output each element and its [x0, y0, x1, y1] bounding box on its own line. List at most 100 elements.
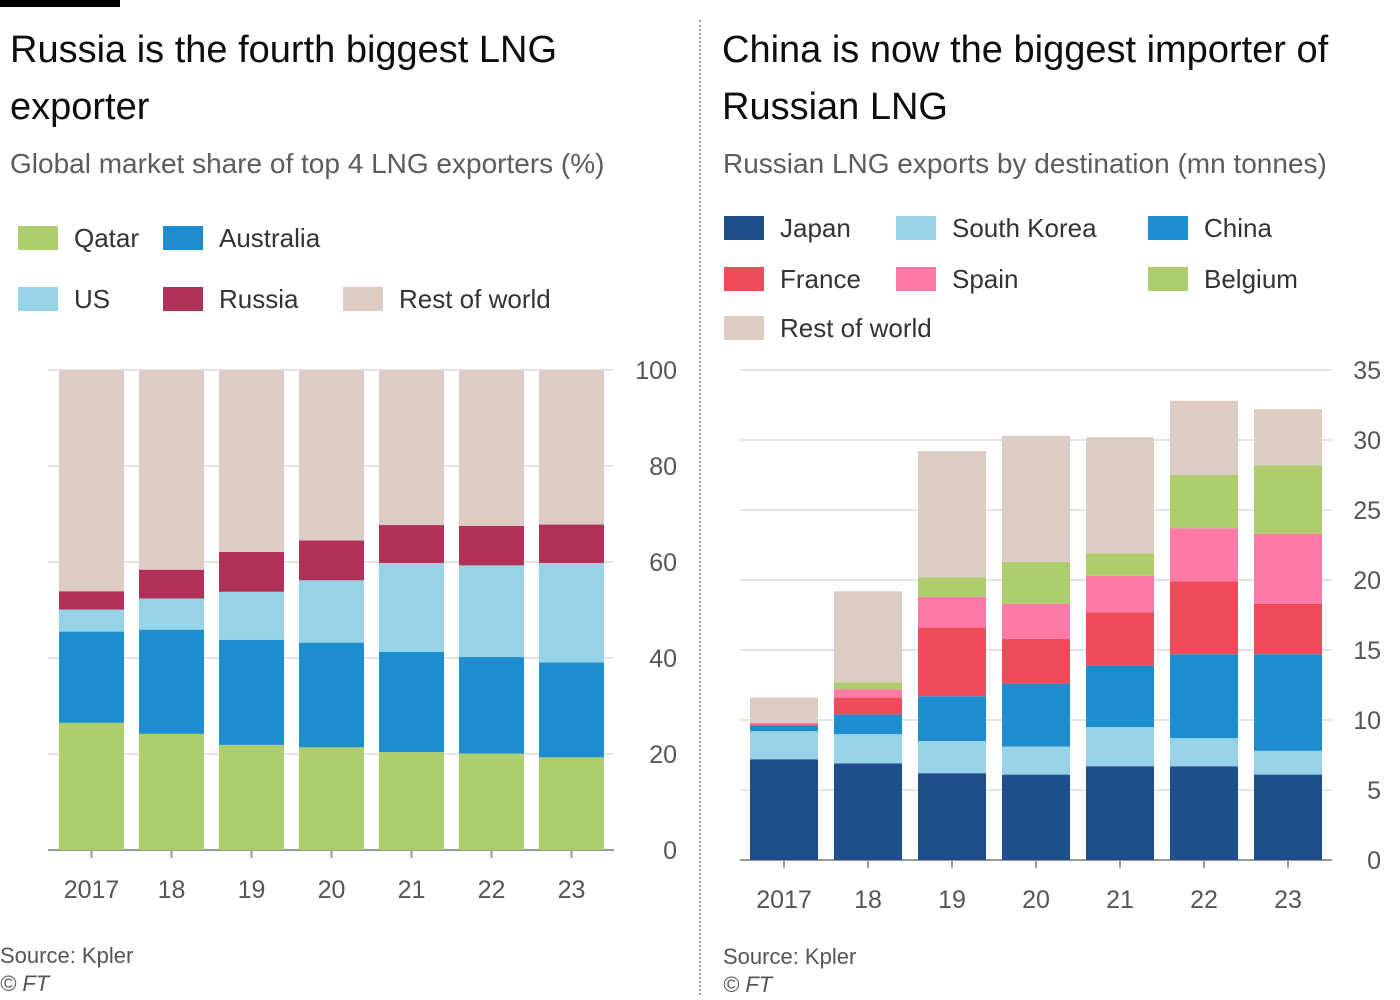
- legend-item-australia: Australia: [163, 223, 320, 253]
- legend-item-us: US: [18, 284, 110, 314]
- bar-segment-qatar-22: [459, 753, 524, 850]
- y-tick-label: 15: [1353, 637, 1381, 665]
- bar-segment-japan-18: [834, 763, 902, 860]
- bar-segment-rest-of-world-21: [1086, 437, 1154, 554]
- bar-segment-rest-of-world-19: [219, 370, 284, 552]
- stacked-bar-chart-market-share: 0 20 40 60 80 100 2017 18 19 20 21 22 23: [48, 357, 677, 904]
- bar-segment-belgium-18: [834, 682, 902, 690]
- bar-segment-rest-of-world-2017: [59, 370, 124, 592]
- bar-segment-japan-21: [1086, 766, 1154, 860]
- x-tick-label: 20: [318, 876, 346, 904]
- bar-segment-japan-22: [1170, 766, 1238, 860]
- chart-title: Russia is the fourth biggest LNG exporte…: [10, 29, 558, 128]
- bar-segment-south-korea-21: [1086, 727, 1154, 767]
- bar-segment-china-20: [1002, 683, 1070, 747]
- bar-segment-china-18: [834, 714, 902, 734]
- legend-swatch: [18, 287, 58, 311]
- bar-segment-japan-2017: [750, 759, 818, 860]
- bar-segment-rest-of-world-19: [918, 451, 986, 578]
- legend-item-south-korea: South Korea: [896, 213, 1097, 243]
- y-tick-label: 100: [635, 357, 677, 385]
- bar-segment-russia-22: [459, 526, 524, 566]
- legend-item-japan: Japan: [724, 213, 851, 243]
- y-tick-label: 60: [649, 549, 677, 577]
- x-tick-label: 23: [1274, 886, 1302, 914]
- bar-segment-france-21: [1086, 612, 1154, 666]
- x-tick-label: 22: [478, 876, 506, 904]
- x-tick-label: 18: [158, 876, 186, 904]
- legend-swatch: [343, 287, 383, 311]
- bar-segment-australia-21: [379, 651, 444, 753]
- bar-segment-south-korea-22: [1170, 738, 1238, 767]
- legend-swatch: [724, 267, 764, 291]
- legend-item-spain: Spain: [896, 264, 1019, 294]
- bar-segment-south-korea-20: [1002, 746, 1070, 775]
- legend-label: France: [780, 263, 861, 294]
- x-tick-label: 2017: [64, 876, 120, 904]
- legend-swatch: [18, 226, 58, 250]
- bar-segment-qatar-20: [299, 747, 364, 850]
- x-tick-label: 19: [938, 886, 966, 914]
- bar-segment-france-20: [1002, 638, 1070, 684]
- bar-segment-rest-of-world-20: [299, 370, 364, 541]
- bar-segment-us-22: [459, 565, 524, 658]
- legend-swatch: [896, 216, 936, 240]
- bar-segment-russia-20: [299, 540, 364, 581]
- chart-subtitle: Global market share of top 4 LNG exporte…: [10, 148, 605, 179]
- bar-segment-spain-18: [834, 689, 902, 698]
- chart-panel-russian-lng-exports: China is now the biggest importer of Rus…: [712, 0, 1400, 1000]
- bar-segment-south-korea-2017: [750, 731, 818, 760]
- legend-swatch: [1148, 267, 1188, 291]
- bar-segment-us-19: [219, 591, 284, 640]
- bar-segment-russia-2017: [59, 591, 124, 610]
- legend-swatch: [163, 287, 203, 311]
- x-tick-label: 22: [1190, 886, 1218, 914]
- bar-segment-south-korea-18: [834, 734, 902, 764]
- chart-subtitle: Russian LNG exports by destination (mn t…: [723, 148, 1327, 179]
- legend-label: South Korea: [952, 212, 1097, 243]
- legend-swatch: [896, 267, 936, 291]
- legend-item-rest-of-world: Rest of world: [343, 284, 551, 314]
- bar-segment-france-2017: [750, 724, 818, 726]
- bar-segment-qatar-23: [539, 757, 604, 850]
- legend-item-france: France: [724, 264, 861, 294]
- legend-swatch: [1148, 216, 1188, 240]
- legend-label: Australia: [219, 222, 321, 253]
- bar-segment-australia-2017: [59, 631, 124, 723]
- bar-segment-belgium-23: [1254, 465, 1322, 534]
- chart-credit: © FT: [723, 972, 773, 997]
- y-tick-label: 40: [649, 645, 677, 673]
- bar-segment-china-22: [1170, 654, 1238, 739]
- y-tick-label: 80: [649, 453, 677, 481]
- bar-segment-australia-20: [299, 642, 364, 748]
- legend-item-russia: Russia: [163, 284, 298, 314]
- bar-segment-spain-21: [1086, 575, 1154, 613]
- legend-label: Japan: [780, 212, 851, 243]
- y-tick-label: 0: [663, 837, 677, 865]
- legend-label: China: [1204, 212, 1272, 243]
- chart-title: China is now the biggest importer of Rus…: [722, 29, 1329, 128]
- chart-panel-market-share: Russia is the fourth biggest LNG exporte…: [0, 0, 690, 1000]
- bar-segment-spain-19: [918, 596, 986, 628]
- y-tick-label: 20: [1353, 567, 1381, 595]
- bar-segment-rest-of-world-2017: [750, 697, 818, 723]
- bar-segment-australia-22: [459, 657, 524, 754]
- bar-segment-russia-23: [539, 524, 604, 563]
- bar-segment-china-21: [1086, 665, 1154, 727]
- bar-segment-spain-2017: [750, 722, 818, 725]
- legend-label: Rest of world: [399, 283, 551, 314]
- bar-segment-france-18: [834, 697, 902, 715]
- x-tick-label: 2017: [756, 886, 812, 914]
- chart-source: Source: Kpler: [0, 943, 134, 968]
- bar-segment-spain-23: [1254, 533, 1322, 604]
- panel-divider: [699, 20, 701, 995]
- bar-segment-australia-18: [139, 629, 204, 734]
- x-tick-label: 23: [558, 876, 586, 904]
- bar-segment-france-22: [1170, 581, 1238, 655]
- bar-segment-japan-19: [918, 773, 986, 860]
- y-tick-label: 5: [1367, 777, 1381, 805]
- x-tick-label: 19: [238, 876, 266, 904]
- y-tick-label: 20: [649, 741, 677, 769]
- bar-segment-rest-of-world-22: [459, 370, 524, 526]
- ft-top-bar: [0, 0, 120, 7]
